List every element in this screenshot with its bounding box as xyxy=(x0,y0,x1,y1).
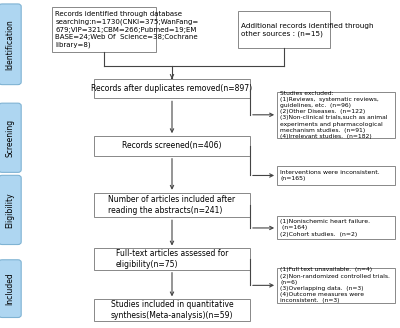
FancyBboxPatch shape xyxy=(277,92,395,138)
FancyBboxPatch shape xyxy=(94,136,250,156)
Text: Included: Included xyxy=(6,272,14,305)
Text: (1)Nonischemic heart failure.
 (n=164)
(2)Cohort studies.  (n=2): (1)Nonischemic heart failure. (n=164) (2… xyxy=(280,219,370,237)
FancyBboxPatch shape xyxy=(277,268,395,302)
FancyBboxPatch shape xyxy=(94,193,250,217)
Text: Records after duplicates removed(n=897): Records after duplicates removed(n=897) xyxy=(92,84,252,93)
FancyBboxPatch shape xyxy=(52,7,156,52)
Text: Records screened(n=406): Records screened(n=406) xyxy=(122,141,222,151)
FancyBboxPatch shape xyxy=(0,260,21,318)
Text: Additional records identified through
other sources : (n=15): Additional records identified through ot… xyxy=(241,23,374,36)
FancyBboxPatch shape xyxy=(94,299,250,321)
FancyBboxPatch shape xyxy=(277,167,395,184)
FancyBboxPatch shape xyxy=(0,103,21,173)
Text: Studies excluded:
(1)Reviews,  systematic reviews,
guidelines, etc.  (n=96)
(2)O: Studies excluded: (1)Reviews, systematic… xyxy=(280,91,388,139)
Text: Screening: Screening xyxy=(6,119,14,157)
FancyBboxPatch shape xyxy=(94,249,250,270)
FancyBboxPatch shape xyxy=(94,79,250,98)
Text: Identification: Identification xyxy=(6,19,14,70)
Text: (1)Full text unavailable.  (n=4)
(2)Non-randomized controlled trials.
(n=6)
(3)O: (1)Full text unavailable. (n=4) (2)Non-r… xyxy=(280,267,390,303)
Text: Number of articles included after
reading the abstracts(n=241): Number of articles included after readin… xyxy=(108,195,236,215)
FancyBboxPatch shape xyxy=(238,11,330,48)
Text: Eligibility: Eligibility xyxy=(6,192,14,228)
Text: Full-text articles assessed for
eligibility(n=75): Full-text articles assessed for eligibil… xyxy=(116,249,228,269)
FancyBboxPatch shape xyxy=(0,4,21,85)
Text: Interventions were inconsistent.
(n=165): Interventions were inconsistent. (n=165) xyxy=(280,170,380,181)
Text: Records identified through database
searching:n=1730(CNKI=375;WanFang=
679;VIP=3: Records identified through database sear… xyxy=(55,11,198,48)
FancyBboxPatch shape xyxy=(277,216,395,239)
Text: Studies included in quantitative
synthesis(Meta-analysis)(n=59): Studies included in quantitative synthes… xyxy=(111,300,233,320)
FancyBboxPatch shape xyxy=(0,175,21,245)
